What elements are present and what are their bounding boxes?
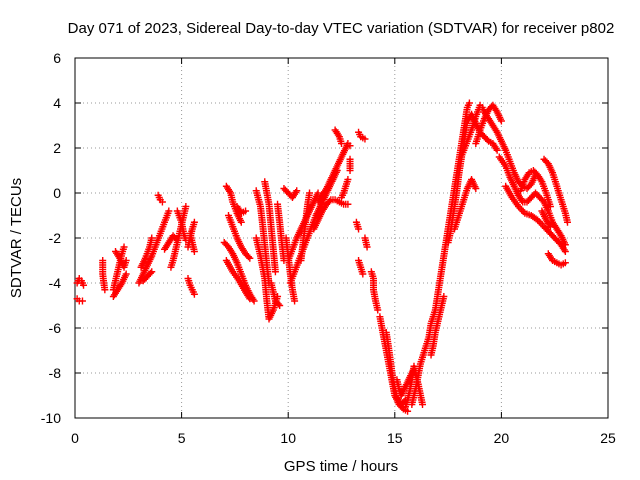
data-point	[246, 295, 254, 303]
data-point	[472, 185, 480, 192]
data-point	[344, 200, 352, 208]
y-tick-label: -10	[41, 410, 61, 426]
y-tick-label: 2	[53, 140, 61, 156]
y-tick-label: -6	[49, 320, 62, 336]
data-point	[561, 248, 569, 255]
data-point	[182, 203, 190, 210]
data-point	[190, 290, 198, 298]
y-axis: -10 -8 -6 -4 -2 0 2 4 6	[41, 50, 608, 426]
y-tick-label: 4	[53, 95, 61, 111]
data-point	[274, 300, 282, 308]
data-point	[338, 140, 345, 147]
data-point	[306, 189, 314, 197]
data-point	[190, 248, 198, 255]
data-point	[101, 286, 109, 294]
data-point	[419, 401, 427, 408]
x-tick-label: 10	[280, 430, 296, 446]
data-point	[237, 218, 245, 226]
data-point	[242, 207, 250, 215]
y-axis-label: SDTVAR / TECUs	[8, 178, 25, 298]
data-point	[271, 268, 279, 276]
data-point	[537, 219, 545, 227]
data-point	[148, 234, 156, 242]
data-point	[359, 270, 367, 278]
data-point	[546, 223, 554, 231]
data-point	[80, 281, 88, 289]
x-axis-label: GPS time / hours	[284, 458, 398, 475]
data-point	[244, 253, 252, 261]
x-tick-label: 5	[178, 430, 186, 446]
data-point	[363, 243, 371, 251]
data-point	[158, 198, 166, 206]
x-tick-label: 20	[494, 430, 510, 446]
data-point	[546, 203, 554, 210]
y-tick-label: -2	[49, 230, 62, 246]
data-point	[483, 136, 491, 144]
y-tick-label: 0	[53, 185, 61, 201]
data-point	[346, 167, 354, 174]
data-point	[250, 297, 258, 305]
x-tick-label: 15	[387, 430, 403, 446]
data-point	[291, 297, 299, 305]
data-point	[325, 197, 333, 205]
data-point	[374, 306, 382, 314]
x-tick-label: 25	[600, 430, 616, 446]
data-point	[563, 218, 571, 226]
data-point	[361, 135, 369, 143]
x-axis: 0 5 10 15 20 25	[71, 58, 616, 446]
data-point	[165, 207, 173, 215]
x-tick-label: 0	[71, 430, 79, 446]
data-point	[518, 206, 526, 214]
grid	[75, 58, 608, 418]
data-point	[276, 302, 284, 309]
chart-title: Day 071 of 2023, Sidereal Day-to-day VTE…	[68, 20, 615, 37]
data-point	[120, 243, 128, 251]
y-tick-label: -4	[49, 275, 62, 291]
data-point	[122, 257, 130, 264]
data-point	[465, 99, 473, 107]
data-point	[497, 117, 505, 125]
y-tick-label: -8	[49, 365, 62, 381]
data-point	[293, 187, 301, 195]
data-point	[190, 218, 198, 226]
data-point	[355, 225, 363, 233]
data-point	[493, 146, 501, 154]
series-sdtvar	[73, 99, 571, 415]
data-point	[344, 176, 352, 183]
y-tick-label: 6	[53, 50, 61, 66]
data-point	[78, 297, 86, 305]
data-point	[122, 270, 130, 278]
data-point	[246, 254, 254, 262]
data-point	[148, 268, 156, 276]
data-point	[404, 407, 412, 415]
data-point	[440, 293, 448, 300]
data-point	[146, 269, 154, 277]
data-point	[346, 142, 354, 150]
data-point	[561, 259, 569, 267]
